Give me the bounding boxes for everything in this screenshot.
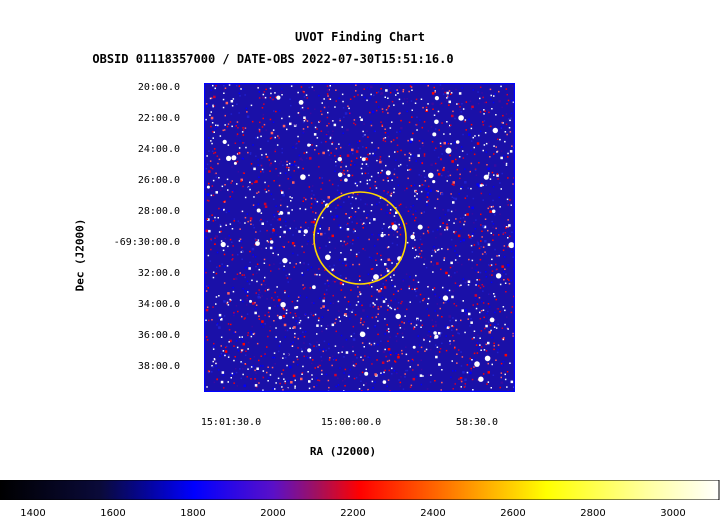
source-region-circle: [313, 191, 407, 285]
dec-tick-label: 32:00.0: [137, 268, 180, 279]
dec-tick-label: 38:00.0: [137, 361, 180, 372]
colorbar: [0, 480, 720, 500]
ra-tick-label: 15:00:00.0: [320, 417, 382, 428]
dec-tick-label: 20:00.0: [137, 82, 180, 93]
colorbar-tick: 1600: [100, 508, 126, 519]
dec-tick-label: 22:00.0: [137, 113, 180, 124]
dec-tick-label: -69:30:00.0: [113, 237, 180, 248]
x-axis-label: RA (J2000): [309, 445, 377, 458]
sky-image: [203, 82, 516, 393]
dec-tick-label: 36:00.0: [137, 330, 180, 341]
noise-layer: [205, 84, 516, 393]
chart-title: UVOT Finding Chart: [294, 30, 426, 44]
chart-subtitle: OBSID 01118357000 / DATE-OBS 2022-07-30T…: [92, 52, 454, 66]
dec-tick-label: 28:00.0: [137, 206, 180, 217]
y-axis-label: Dec (J2000): [73, 218, 87, 292]
image-frame: [203, 82, 516, 393]
colorbar-tick: 2000: [260, 508, 286, 519]
colorbar-gradient: [0, 480, 720, 500]
colorbar-tick: 1400: [20, 508, 46, 519]
image-background: [204, 83, 515, 392]
ra-tick-label: 15:01:30.0: [200, 417, 262, 428]
colorbar-tick: 2600: [500, 508, 526, 519]
dec-tick-label: 26:00.0: [137, 175, 180, 186]
dec-tick-label: 24:00.0: [137, 144, 180, 155]
colorbar-tick: 3000: [660, 508, 686, 519]
sky-image-svg: [203, 82, 516, 393]
colorbar-tick: 1800: [180, 508, 206, 519]
ra-tick-label: 58:30.0: [455, 417, 499, 428]
colorbar-tick: 2200: [340, 508, 366, 519]
dec-tick-label: 34:00.0: [137, 299, 180, 310]
colorbar-tick: 2400: [420, 508, 446, 519]
colorbar-tick: 2800: [580, 508, 606, 519]
